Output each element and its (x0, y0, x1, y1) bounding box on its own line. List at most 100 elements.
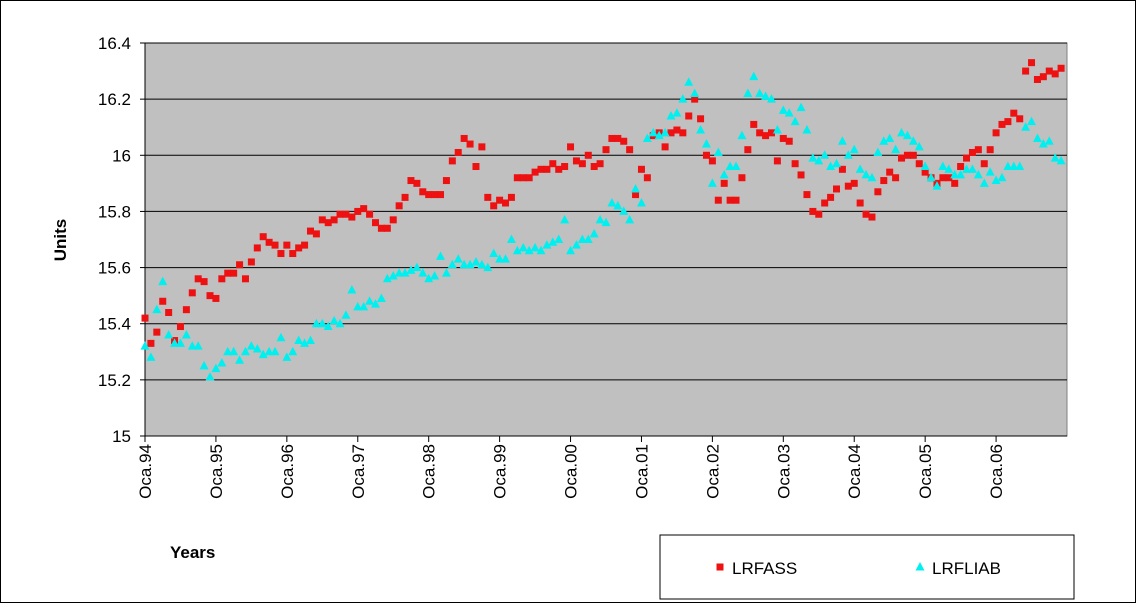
data-point (312, 230, 320, 238)
data-point (778, 105, 788, 114)
data-point (590, 163, 598, 171)
data-point (524, 245, 534, 255)
data-point (431, 191, 439, 199)
data-point (536, 245, 546, 255)
data-point (773, 157, 781, 165)
data-point (175, 338, 185, 347)
data-point (241, 275, 249, 283)
data-point (608, 134, 616, 142)
y-tick-label: 15.4 (98, 315, 131, 334)
data-point (1027, 116, 1037, 126)
data-point (785, 137, 793, 145)
data-point (447, 259, 457, 269)
data-point (743, 88, 753, 98)
data-point (211, 363, 221, 373)
data-point (885, 133, 895, 142)
data-point (323, 321, 333, 331)
data-point (419, 188, 427, 196)
data-point (737, 130, 747, 140)
data-point (537, 165, 545, 173)
data-point (750, 120, 758, 128)
x-tick-label: Oca.03 (774, 444, 793, 499)
x-tick-label: Oca.97 (349, 444, 368, 499)
data-point (1004, 118, 1012, 126)
y-tick-label: 15.2 (98, 371, 131, 390)
x-tick-label: Oca.00 (562, 444, 581, 499)
data-point (471, 256, 481, 266)
data-point (506, 234, 516, 243)
data-point (212, 294, 220, 302)
data-point (873, 147, 883, 156)
data-point (252, 343, 262, 353)
data-point (1015, 161, 1025, 171)
data-point (701, 139, 711, 148)
data-point (477, 259, 487, 269)
data-point (584, 151, 592, 159)
x-tick-label: Oca.06 (987, 444, 1006, 499)
data-point (945, 174, 953, 182)
data-point (153, 328, 161, 336)
data-point (140, 341, 150, 350)
y-tick-label: 16.4 (98, 34, 131, 53)
data-point (992, 129, 1000, 137)
data-point (519, 174, 527, 182)
data-point (815, 210, 823, 218)
data-point (861, 169, 871, 179)
data-point (542, 240, 552, 249)
data-point (690, 88, 700, 98)
data-point (1039, 73, 1047, 81)
data-point (465, 259, 475, 269)
data-point (797, 171, 805, 179)
data-point (1009, 161, 1019, 171)
data-point (372, 219, 379, 227)
data-point (365, 296, 375, 305)
data-point (766, 94, 776, 103)
data-point (762, 132, 770, 140)
data-point (489, 248, 499, 258)
data-point (998, 120, 1006, 128)
data-point (756, 129, 764, 137)
data-point (914, 141, 924, 151)
data-point (844, 182, 852, 190)
data-point (697, 115, 705, 123)
data-point (862, 210, 870, 218)
data-point (1051, 70, 1059, 78)
data-point (531, 168, 539, 176)
data-point (548, 237, 558, 246)
data-point (1044, 136, 1054, 145)
data-point (997, 172, 1007, 182)
data-point (838, 165, 846, 173)
data-point (230, 269, 238, 277)
data-point (206, 292, 214, 300)
data-point (939, 174, 947, 182)
data-point (554, 234, 564, 243)
data-point (496, 196, 504, 204)
data-point (985, 167, 995, 176)
data-point (329, 315, 339, 325)
data-point (360, 205, 368, 213)
data-point (903, 151, 911, 159)
data-point (152, 304, 162, 314)
data-point (436, 251, 446, 260)
data-point (968, 148, 976, 156)
data-point (667, 129, 675, 137)
data-point (229, 346, 239, 356)
data-point (187, 341, 197, 350)
data-point (164, 329, 174, 339)
data-point (513, 174, 521, 182)
data-point (625, 214, 635, 224)
data-point (264, 346, 274, 356)
data-point (820, 150, 830, 159)
data-point (1032, 133, 1042, 142)
data-point (301, 241, 309, 249)
data-point (614, 134, 622, 142)
data-point (199, 360, 209, 370)
data-point (1045, 67, 1053, 75)
data-point (716, 563, 724, 571)
data-point (466, 140, 474, 148)
data-point (1003, 161, 1013, 171)
data-point (837, 136, 847, 145)
data-point (1010, 109, 1018, 117)
data-point (636, 198, 646, 207)
data-point (620, 137, 628, 145)
